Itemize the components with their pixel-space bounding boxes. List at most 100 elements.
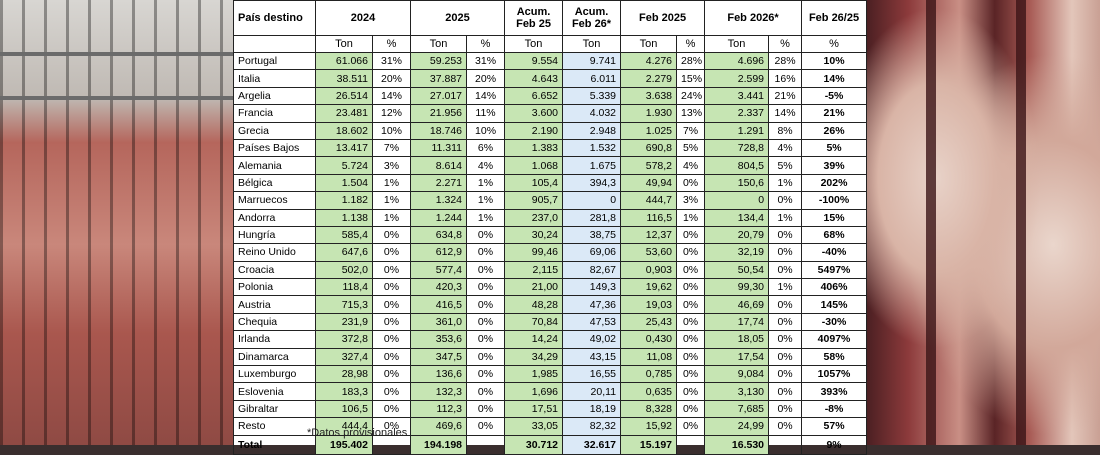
acum-feb25: 4.643	[504, 69, 564, 88]
acum-feb26: 38,75	[562, 225, 622, 245]
acum-feb26: 16,55	[562, 365, 622, 384]
pct-2024: 20%	[371, 69, 412, 88]
ton-feb2026: 20,79	[704, 225, 770, 245]
acum-feb26: 394,3	[562, 173, 622, 193]
pct-feb2025: 0%	[676, 295, 706, 314]
pct-feb2026: 0%	[768, 312, 803, 332]
variation-cell: 393%	[801, 382, 868, 401]
pct-feb2025: 3%	[676, 191, 706, 210]
country-cell: Reino Unido	[233, 243, 316, 262]
ton-feb2025: 12,37	[620, 225, 678, 245]
variation-cell: 68%	[801, 225, 868, 245]
ton-2025: 59.253	[410, 51, 468, 71]
ton-feb2025: 11,08	[620, 347, 678, 367]
pct-2025: 20%	[466, 69, 506, 88]
country-cell: Italia	[233, 69, 316, 88]
pct-feb2026: 0%	[768, 295, 803, 314]
ton-2025: 361,0	[410, 312, 468, 332]
variation-cell: 202%	[801, 173, 868, 193]
pct-feb2025: 0%	[676, 243, 706, 262]
ton-2025: 136,6	[410, 365, 468, 384]
country-cell: Croacia	[233, 260, 316, 280]
ton-feb2025: 19,62	[620, 278, 678, 297]
ton-feb2025: 116,5	[620, 208, 678, 227]
variation-cell: 406%	[801, 278, 868, 297]
pct-feb2026: 0%	[768, 417, 803, 436]
pct-feb2026: 0%	[768, 243, 803, 262]
ton-2024: 327,4	[315, 347, 373, 367]
pct-feb2025: 13%	[676, 104, 706, 123]
ton-2025: 612,9	[410, 243, 468, 262]
pct-feb2025: 0%	[676, 399, 706, 419]
acum-feb26: 1.675	[562, 156, 622, 175]
ton-feb2025: 2.279	[620, 69, 678, 88]
pct-feb2025: 0%	[676, 330, 706, 349]
carcass-hook	[926, 0, 936, 445]
ton-2024: 13.417	[315, 138, 373, 158]
ton-2025: 420,3	[410, 278, 468, 297]
ton-2025: 347,5	[410, 347, 468, 367]
country-cell: Andorra	[233, 208, 316, 227]
pct-feb2026: 1%	[768, 208, 803, 227]
variation-cell: 5%	[801, 138, 868, 158]
pct-2025: 0%	[466, 399, 506, 419]
pct-feb2026: 21%	[768, 86, 803, 106]
variation-cell: 5497%	[801, 260, 868, 280]
ton-feb2026: 46,69	[704, 295, 770, 314]
pct-2024: 7%	[371, 138, 412, 158]
pct-feb2026: 5%	[768, 156, 803, 175]
ton-feb2025: 0,635	[620, 382, 678, 401]
acum-feb26: 9.741	[562, 51, 622, 71]
pct-feb2026: 0%	[768, 382, 803, 401]
acum-feb25: 21,00	[504, 278, 564, 297]
ton-2025: 634,8	[410, 225, 468, 245]
pct-feb2025: 0%	[676, 225, 706, 245]
acum-feb26: 47,36	[562, 295, 622, 314]
ton-feb2026: 17,54	[704, 347, 770, 367]
ton-feb2026: 4.696	[704, 51, 770, 71]
acum-feb26: 6.011	[562, 69, 622, 88]
ton-2024: 1.504	[315, 173, 373, 193]
acum-feb25: 2,115	[504, 260, 564, 280]
ton-2024: 38.511	[315, 69, 373, 88]
ton-feb2026: 7,685	[704, 399, 770, 419]
unit-ton: Ton	[410, 35, 468, 53]
acum-feb26: 149,3	[562, 278, 622, 297]
table-row: Eslovenia 183,3 0% 132,3 0% 1,696 20,11 0,635 0%…	[233, 382, 868, 401]
unit-pct: %	[676, 35, 706, 53]
pct-2024: 0%	[371, 295, 412, 314]
variation-cell: 4097%	[801, 330, 868, 349]
ton-2024: 372,8	[315, 330, 373, 349]
header-variation: Feb 26/25	[801, 0, 868, 36]
unit-ton: Ton	[562, 35, 622, 53]
ton-2025: 27.017	[410, 86, 468, 106]
header-acum-feb26: Acum. Feb 26*	[562, 0, 622, 36]
ton-feb2025: 578,2	[620, 156, 678, 175]
footnote: *Datos provisionales	[307, 427, 408, 439]
ton-2024: 647,6	[315, 243, 373, 262]
pct-2025: 0%	[466, 347, 506, 367]
pct-2025: 11%	[466, 104, 506, 123]
ton-2025: 11.311	[410, 138, 468, 158]
pct-feb2026: 0%	[768, 191, 803, 210]
acum-feb25: 14,24	[504, 330, 564, 349]
pct-feb2026: 0%	[768, 225, 803, 245]
acum-feb25: 3.600	[504, 104, 564, 123]
pct-feb2025: 5%	[676, 138, 706, 158]
acum-feb25: 1.068	[504, 156, 564, 175]
acum-feb25: 30,24	[504, 225, 564, 245]
unit-ton: Ton	[620, 35, 678, 53]
pct-2024: 1%	[371, 173, 412, 193]
variation-cell: -100%	[801, 191, 868, 210]
acum-feb25: 48,28	[504, 295, 564, 314]
table-row: Luxemburgo 28,98 0% 136,6 0% 1,985 16,55 0,785 0…	[233, 365, 868, 384]
header-feb2025: Feb 2025	[620, 0, 706, 36]
acum-feb26: 49,02	[562, 330, 622, 349]
ton-feb2025: 15,92	[620, 417, 678, 436]
pct-2024: 12%	[371, 104, 412, 123]
ton-2024: 26.514	[315, 86, 373, 106]
pct-2025: 1%	[466, 173, 506, 193]
pct-feb2025: 7%	[676, 121, 706, 140]
pct-2025: 0%	[466, 243, 506, 262]
ton-2025: 37.887	[410, 69, 468, 88]
